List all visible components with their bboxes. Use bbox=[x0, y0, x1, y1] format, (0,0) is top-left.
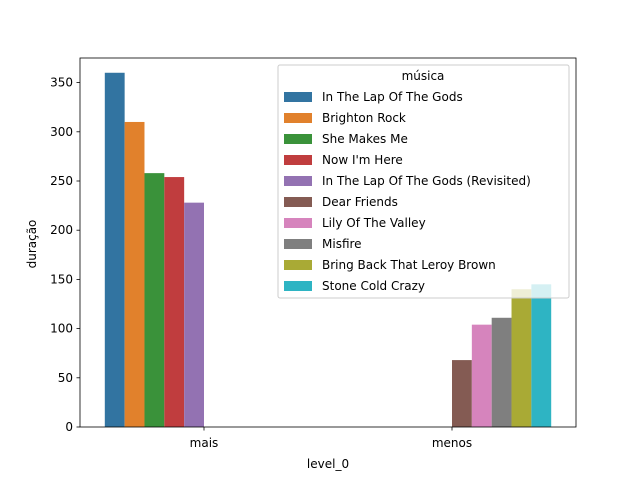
legend-swatch-lily-of-the-valley bbox=[284, 218, 312, 228]
legend-label-in-the-lap-of-the-gods-revisited: In The Lap Of The Gods (Revisited) bbox=[322, 174, 531, 188]
y-tick-label: 50 bbox=[58, 371, 73, 385]
legend-label-in-the-lap-of-the-gods: In The Lap Of The Gods bbox=[322, 90, 463, 104]
x-axis-label: level_0 bbox=[307, 457, 349, 471]
legend-swatch-in-the-lap-of-the-gods bbox=[284, 92, 312, 102]
y-tick-label: 0 bbox=[65, 420, 73, 434]
legend-swatch-now-i-m-here bbox=[284, 155, 312, 165]
bar-in-the-lap-of-the-gods-revisited-mais bbox=[184, 202, 204, 427]
legend-swatch-in-the-lap-of-the-gods-revisited bbox=[284, 176, 312, 186]
legend-label-bring-back-that-leroy-brown: Bring Back That Leroy Brown bbox=[322, 258, 496, 272]
bar-in-the-lap-of-the-gods-mais bbox=[104, 72, 125, 427]
bar-now-i-m-here-mais bbox=[164, 177, 185, 427]
y-tick-label: 150 bbox=[50, 272, 73, 286]
bar-bring-back-that-leroy-brown-menos bbox=[511, 289, 532, 427]
legend-swatch-stone-cold-crazy bbox=[284, 281, 312, 291]
legend-label-stone-cold-crazy: Stone Cold Crazy bbox=[322, 279, 425, 293]
bar-she-makes-me-mais bbox=[144, 173, 165, 427]
legend-title: música bbox=[402, 69, 445, 83]
y-tick-label: 300 bbox=[50, 125, 73, 139]
legend-label-now-i-m-here: Now I'm Here bbox=[322, 153, 403, 167]
legend-swatch-bring-back-that-leroy-brown bbox=[284, 260, 312, 270]
legend: música In The Lap Of The Gods Brighton Ro… bbox=[277, 64, 570, 299]
bar-stone-cold-crazy-menos bbox=[531, 284, 552, 427]
legend-swatch-dear-friends bbox=[284, 197, 312, 207]
bar-brighton-rock-mais bbox=[124, 121, 145, 428]
y-tick-label: 200 bbox=[50, 223, 73, 237]
legend-label-misfire: Misfire bbox=[322, 237, 362, 251]
legend-swatch-misfire bbox=[284, 239, 312, 249]
bars-group bbox=[104, 72, 552, 428]
legend-swatch-brighton-rock bbox=[284, 113, 312, 123]
legend-label-dear-friends: Dear Friends bbox=[322, 195, 398, 209]
bar-misfire-menos bbox=[491, 317, 512, 427]
plot-frame bbox=[79, 57, 577, 428]
legend-label-she-makes-me: She Makes Me bbox=[322, 132, 408, 146]
x-tick-label: mais bbox=[190, 436, 219, 450]
y-axis-label: duração bbox=[25, 220, 39, 269]
y-tick-label: 250 bbox=[50, 174, 73, 188]
bar-lily-of-the-valley-menos bbox=[471, 324, 492, 427]
legend-swatch-she-makes-me bbox=[284, 134, 312, 144]
legend-items: In The Lap Of The Gods Brighton Rock She M… bbox=[284, 90, 531, 293]
legend-frame bbox=[277, 64, 570, 299]
legend-label-brighton-rock: Brighton Rock bbox=[322, 111, 406, 125]
x-tick-label: menos bbox=[432, 436, 472, 450]
y-tick-label: 100 bbox=[50, 322, 73, 336]
legend-label-lily-of-the-valley: Lily Of The Valley bbox=[322, 216, 426, 230]
axes-group: 0 50 100 150 200 250 300 350 mais menos bbox=[50, 57, 577, 450]
bar-dear-friends-menos bbox=[452, 360, 472, 427]
y-tick-label: 350 bbox=[50, 76, 73, 90]
